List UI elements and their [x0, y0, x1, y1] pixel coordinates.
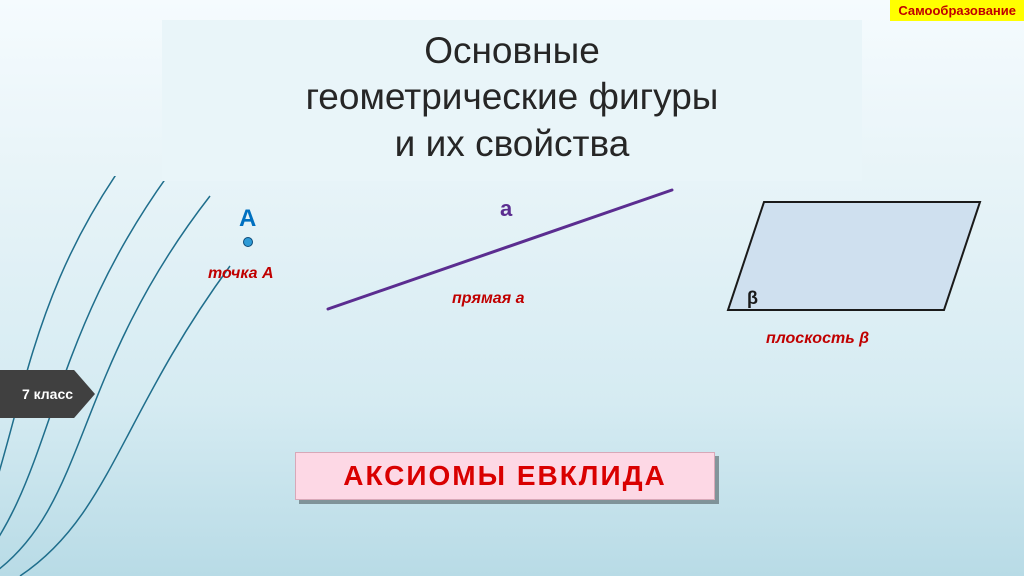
title-line-3: и их свойства	[172, 121, 852, 167]
title-line-2: геометрические фигуры	[172, 74, 852, 120]
self-education-badge: Самообразование	[890, 0, 1024, 21]
plane-shape	[728, 202, 980, 310]
plane-caption: плоскость β	[766, 330, 869, 348]
point-dot	[243, 237, 253, 247]
grade-text: 7 класс	[22, 386, 73, 402]
axioms-text: АКСИОМЫ ЕВКЛИДА	[343, 460, 667, 492]
plane-label: β	[747, 288, 758, 309]
self-education-text: Самообразование	[898, 3, 1016, 18]
title-line-1: Основные	[172, 28, 852, 74]
axioms-box: АКСИОМЫ ЕВКЛИДА	[295, 452, 715, 500]
slide: Самообразование Основные геометрические …	[0, 0, 1024, 576]
point-caption: точка A	[208, 265, 274, 283]
line-label: a	[500, 196, 512, 222]
line-caption: прямая a	[452, 290, 524, 308]
point-label: A	[239, 205, 256, 233]
grade-badge: 7 класс	[0, 370, 95, 418]
title-box: Основные геометрические фигуры и их свой…	[162, 20, 862, 181]
